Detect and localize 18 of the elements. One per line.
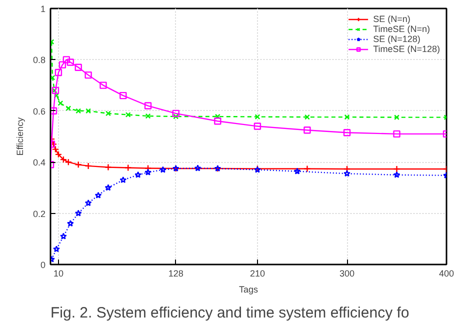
x-tick-label: 10 [53,268,64,278]
y-tick-label: 0.8 [32,55,46,66]
y-tick-label: 0 [40,260,46,270]
legend-label: SE (N=n) [373,14,410,24]
legend-label: TimeSE (N=128) [373,44,440,54]
x-tick-label: 400 [438,268,454,278]
caption: Fig. 2. System efficiency and time system efficiency fo [50,304,410,322]
legend-label: SE (N=128) [373,34,420,44]
legend-label: TimeSE (N=n) [373,24,430,34]
y-axis-title: Efficiency [14,116,25,156]
x-axis-title: Tags [238,284,259,294]
y-tick-label: 1 [40,4,46,14]
x-tick-label: 128 [168,268,184,278]
y-tick-label: 0.6 [32,106,46,116]
x-tick-label: 210 [250,268,265,278]
y-tick-label: 0.2 [32,208,46,219]
y-tick-label: 0.4 [32,158,46,168]
x-tick-label: 300 [339,268,355,278]
